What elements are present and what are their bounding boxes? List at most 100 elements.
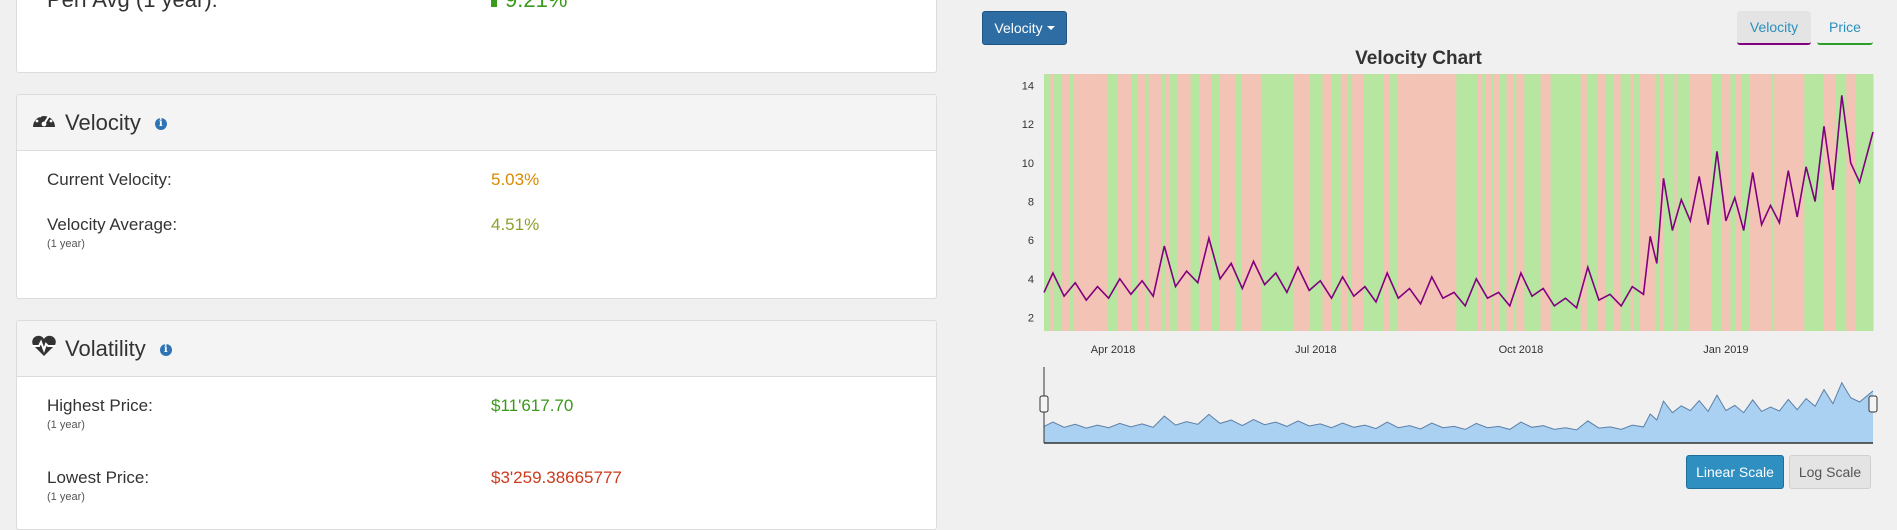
- velocity-average-period: (1 year): [47, 238, 85, 250]
- signal-band: [1749, 74, 1761, 331]
- range-navigator[interactable]: [1039, 367, 1878, 444]
- signal-band: [1247, 74, 1253, 331]
- velocity-series-line: [1043, 95, 1874, 310]
- signal-band: [1331, 74, 1336, 331]
- x-tick-label: Oct 2018: [1499, 344, 1544, 356]
- signal-band: [1170, 74, 1174, 331]
- signal-band: [1172, 74, 1178, 331]
- signal-band: [1597, 74, 1606, 331]
- signal-band: [1765, 74, 1772, 331]
- signal-band: [1420, 74, 1425, 331]
- signal-band: [1823, 74, 1834, 331]
- signal-band: [1534, 74, 1542, 331]
- signal-band: [1417, 74, 1421, 331]
- lowest-price-value: $3'259.38665777: [491, 468, 622, 487]
- signal-band: [1059, 74, 1063, 331]
- signal-band: [1633, 74, 1640, 331]
- signal-band: [1131, 74, 1138, 331]
- signal-band: [1647, 74, 1656, 331]
- velocity-title: Velocity: [65, 109, 141, 135]
- signal-band: [1433, 74, 1438, 331]
- signal-band: [1406, 74, 1414, 331]
- volatility-title: Volatility: [65, 335, 146, 361]
- highest-price-period: (1 year): [47, 419, 85, 431]
- signal-band: [1566, 74, 1574, 331]
- signal-band: [1835, 74, 1840, 331]
- signal-band: [1062, 74, 1070, 331]
- signal-band: [1855, 74, 1867, 331]
- signal-band: [1464, 74, 1470, 331]
- signal-band: [1620, 74, 1632, 331]
- signal-band: [1183, 74, 1192, 331]
- signal-band: [1096, 74, 1105, 331]
- y-tick-label: 2: [1028, 312, 1034, 324]
- perf-avg-number: 9.21%: [505, 0, 567, 12]
- signal-band: [1363, 74, 1373, 331]
- heartbeat-icon: [31, 335, 57, 362]
- signal-band: [1199, 74, 1204, 331]
- current-velocity-value: 5.03%: [491, 170, 540, 189]
- signal-band: [1137, 74, 1146, 331]
- signal-band: [1736, 74, 1742, 331]
- perf-avg-row: Perf Avg (1 year): 9.21%: [47, 0, 907, 13]
- signal-band: [1676, 74, 1681, 331]
- signal-band: [1743, 74, 1751, 331]
- linear-scale-button[interactable]: Linear Scale: [1686, 455, 1784, 489]
- info-icon[interactable]: i: [154, 118, 167, 130]
- signal-band: [1322, 74, 1326, 331]
- signal-band: [1639, 74, 1648, 331]
- y-tick-label: 8: [1028, 197, 1034, 209]
- signal-band: [1711, 74, 1722, 331]
- velocity-chart[interactable]: 2 4 6 8 10 12 14 Apr 2018 Jul 2018 Oct 2018 Jan 2…: [960, 0, 1897, 450]
- signal-band: [1469, 74, 1479, 331]
- x-tick-label: Apr 2018: [1091, 344, 1136, 356]
- tab-price[interactable]: Price: [1817, 11, 1873, 45]
- signal-band: [1044, 74, 1051, 331]
- velocity-average-row: Velocity Average: (1 year) 4.51%: [47, 215, 907, 250]
- navigator-handle-right[interactable]: [1868, 395, 1878, 413]
- signal-band: [1176, 74, 1184, 331]
- signal-band: [1424, 74, 1434, 331]
- signal-band: [1154, 74, 1163, 331]
- caret-down-icon: [1046, 26, 1055, 30]
- lowest-price-period: (1 year): [47, 491, 85, 503]
- signal-band: [1285, 74, 1295, 331]
- signal-band: [1088, 74, 1097, 331]
- x-tick-label: Jan 2019: [1703, 344, 1748, 356]
- signal-band: [1850, 74, 1857, 331]
- signal-band: [1050, 74, 1054, 331]
- navigator-handle-left[interactable]: [1039, 395, 1049, 413]
- volatility-header: Volatility i: [17, 321, 936, 377]
- signal-band: [1724, 74, 1731, 331]
- chart-title: Velocity Chart: [1355, 48, 1482, 69]
- signal-band: [1241, 74, 1249, 331]
- signal-band: [1741, 74, 1745, 331]
- signal-band: [1674, 74, 1678, 331]
- info-icon[interactable]: i: [159, 344, 172, 356]
- signal-band: [1499, 74, 1508, 331]
- signal-band: [1120, 74, 1132, 331]
- lowest-price-row: Lowest Price: (1 year) $3'259.38665777: [47, 468, 907, 503]
- signal-band: [1164, 74, 1171, 331]
- log-scale-button[interactable]: Log Scale: [1789, 455, 1871, 489]
- signal-band: [1770, 74, 1775, 331]
- signal-band: [1306, 74, 1311, 331]
- highest-price-value: $11'617.70: [491, 396, 574, 415]
- signal-band: [1260, 74, 1266, 331]
- performance-panel: Perf Avg (1 year): 9.21%: [16, 0, 937, 73]
- signal-band: [1783, 74, 1792, 331]
- signal-band: [1324, 74, 1333, 331]
- signal-band: [1351, 74, 1362, 331]
- y-tick-label: 4: [1028, 274, 1034, 286]
- tab-velocity[interactable]: Velocity: [1737, 11, 1811, 45]
- metric-dropdown-button[interactable]: Velocity: [982, 11, 1067, 45]
- signal-band: [1318, 74, 1324, 331]
- arrow-up-icon: [491, 0, 497, 7]
- highest-price-label: Highest Price:: [47, 396, 153, 415]
- signal-band: [1790, 74, 1797, 331]
- signal-band: [1630, 74, 1634, 331]
- signal-band: [1361, 74, 1364, 331]
- lowest-price-label: Lowest Price:: [47, 468, 150, 487]
- signal-band: [1706, 74, 1712, 331]
- signal-band: [1818, 74, 1825, 331]
